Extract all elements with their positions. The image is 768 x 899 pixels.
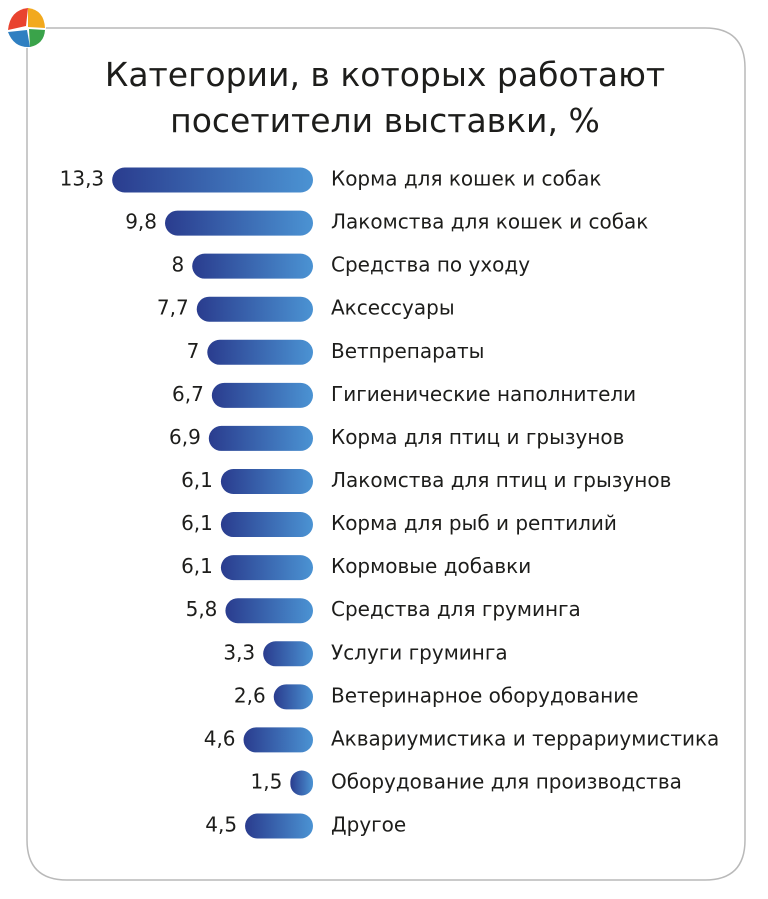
category-label: Средства по уходу (331, 253, 530, 277)
bar (220, 468, 313, 494)
category-label: Корма для кошек и собак (331, 167, 601, 191)
category-label: Кормовые добавки (331, 554, 531, 578)
bar (273, 684, 313, 710)
value-label: 4,6 (204, 726, 236, 750)
value-label: 13,3 (60, 167, 105, 191)
bar (207, 339, 313, 365)
value-label: 6,1 (181, 468, 213, 492)
value-label: 6,7 (172, 382, 204, 406)
value-label: 2,6 (234, 683, 266, 707)
category-label: Услуги груминга (331, 640, 508, 664)
bar (290, 770, 313, 796)
category-label: Корма для рыб и рептилий (331, 511, 617, 535)
value-label: 7 (187, 339, 200, 363)
category-label: Гигиенические наполнители (331, 382, 636, 406)
category-label: Другое (331, 813, 406, 837)
value-label: 8 (171, 253, 184, 277)
value-label: 9,8 (125, 210, 157, 234)
value-label: 6,1 (181, 554, 213, 578)
bar (220, 512, 313, 538)
bar (165, 210, 313, 236)
bar (220, 555, 313, 581)
value-label: 5,8 (186, 597, 218, 621)
value-label: 6,1 (181, 511, 213, 535)
category-label: Корма для птиц и грызунов (331, 425, 624, 449)
category-label: Ветеринарное оборудование (331, 683, 639, 707)
value-label: 1,5 (251, 769, 283, 793)
logo (6, 8, 46, 48)
value-label: 7,7 (157, 296, 189, 320)
bar (211, 382, 313, 408)
bar (243, 727, 313, 753)
category-label: Аквариумистика и террариумистика (331, 726, 719, 750)
category-label: Средства для груминга (331, 597, 581, 621)
bar (263, 641, 313, 667)
category-label: Лакомства для кошек и собак (331, 210, 648, 234)
bar (245, 813, 313, 839)
bar (112, 167, 313, 193)
value-label: 6,9 (169, 425, 201, 449)
category-label: Ветпрепараты (331, 339, 484, 363)
bar (196, 296, 313, 322)
chart-title: Категории, в которых работают посетители… (104, 55, 666, 140)
category-label: Лакомства для птиц и грызунов (331, 468, 671, 492)
card-border (26, 27, 746, 881)
value-label: 4,5 (205, 813, 237, 837)
bar (225, 598, 313, 624)
bar (192, 253, 313, 279)
category-label: Оборудование для производства (331, 769, 682, 793)
category-label: Аксессуары (331, 296, 455, 320)
bar (208, 425, 313, 451)
value-label: 3,3 (223, 640, 255, 664)
